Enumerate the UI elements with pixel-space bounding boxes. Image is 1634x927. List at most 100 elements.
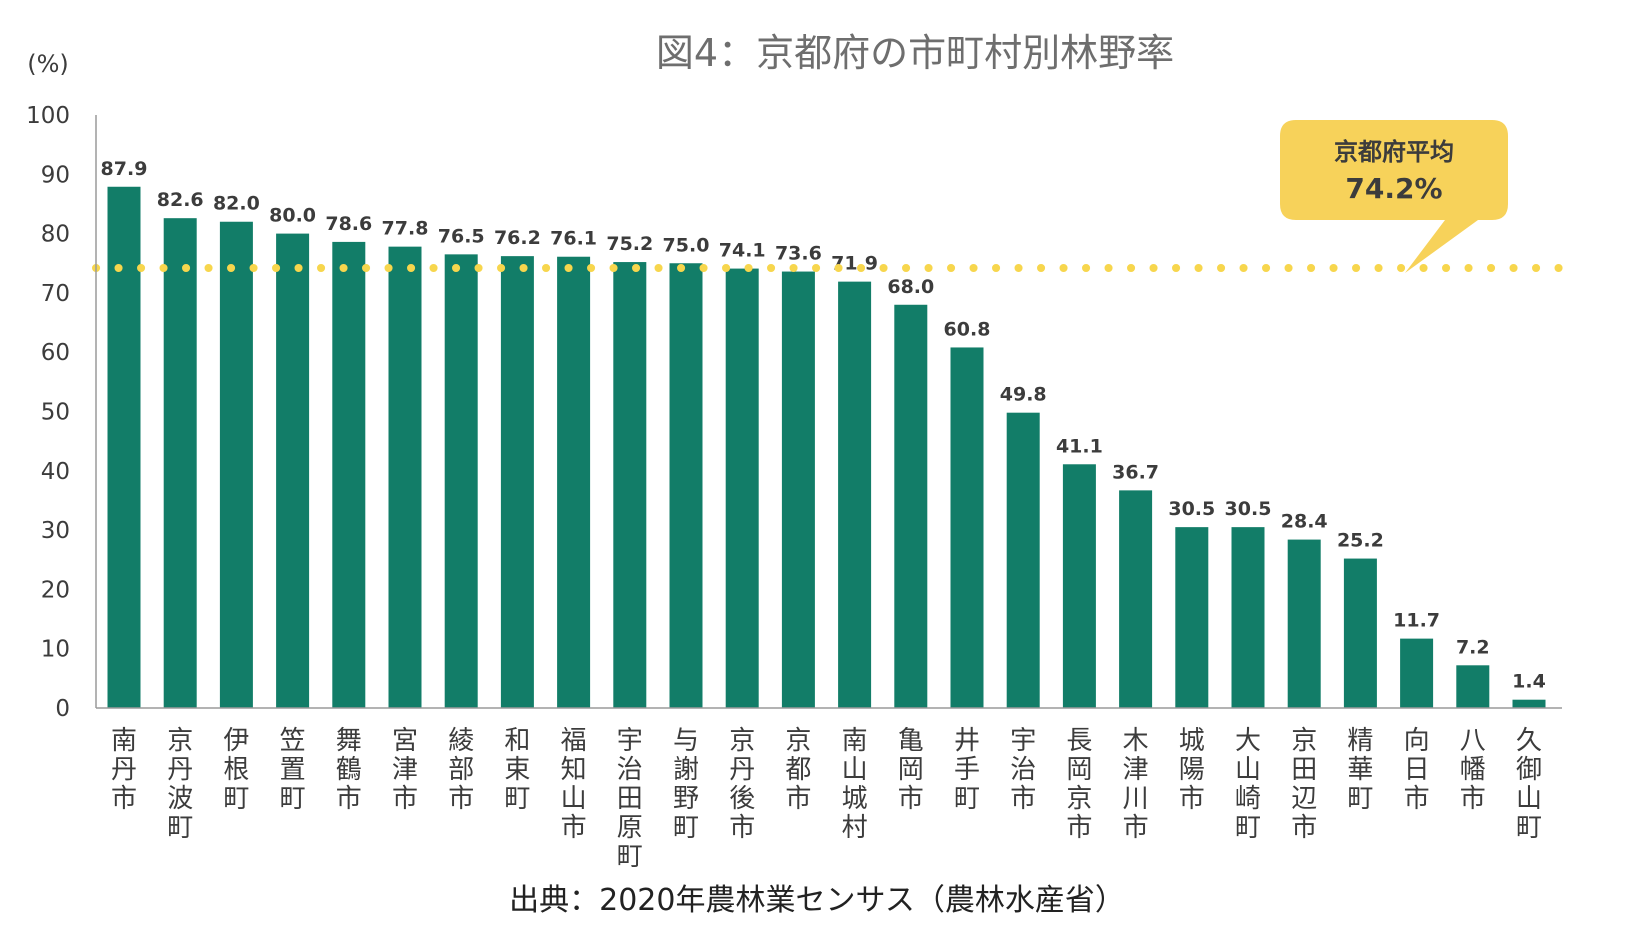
category-label-char: 幡 xyxy=(1460,755,1486,785)
value-label: 25.2 xyxy=(1337,530,1384,552)
value-label: 78.6 xyxy=(325,213,372,235)
category-label: 城陽市 xyxy=(1179,726,1205,814)
bar xyxy=(838,281,872,708)
category-label-char: 田 xyxy=(617,784,643,814)
category-label: 伊根町 xyxy=(223,726,249,814)
bar xyxy=(781,271,815,708)
category-label-char: 津 xyxy=(1123,755,1149,785)
category-label-char: 野 xyxy=(673,784,699,814)
bar xyxy=(219,221,253,709)
category-label-char: 伊 xyxy=(223,726,249,756)
value-label: 30.5 xyxy=(1225,498,1272,520)
category-label-char: 町 xyxy=(504,784,530,814)
category-label-char: 鶴 xyxy=(336,755,362,785)
value-label: 36.7 xyxy=(1112,461,1159,483)
category-label-char: 山 xyxy=(1235,755,1261,785)
category-label-char: 木 xyxy=(1123,726,1149,756)
category-label-char: 町 xyxy=(617,842,643,872)
category-label-char: 田 xyxy=(1291,755,1317,785)
category-label-char: 御 xyxy=(1516,755,1542,785)
category-label: 亀岡市 xyxy=(898,726,924,814)
bar xyxy=(276,233,310,708)
category-label-char: 波 xyxy=(167,784,193,814)
category-label: 精華町 xyxy=(1347,726,1373,814)
category-label: 和束町 xyxy=(504,726,530,814)
category-label-char: 川 xyxy=(1123,784,1149,814)
category-label-char: 舞 xyxy=(336,726,362,756)
category-label-char: 陽 xyxy=(1179,755,1205,785)
callout-value: 74.2% xyxy=(1345,172,1442,205)
category-label-char: 町 xyxy=(673,813,699,843)
category-label: 大山崎町 xyxy=(1235,726,1261,843)
category-label-char: 大 xyxy=(1235,726,1261,756)
category-label-char: 町 xyxy=(1235,813,1261,843)
y-axis-unit-label: (%) xyxy=(27,50,69,78)
category-label-char: 精 xyxy=(1347,726,1373,756)
category-label-char: 綾 xyxy=(448,726,474,756)
category-label-char: 市 xyxy=(448,784,474,814)
category-label-char: 向 xyxy=(1404,726,1430,756)
category-label-char: 謝 xyxy=(673,755,699,785)
category-label-char: 南 xyxy=(111,726,137,756)
value-label: 41.1 xyxy=(1056,435,1103,457)
bar xyxy=(1400,638,1434,708)
chart-title: 図4：京都府の市町村別林野率 xyxy=(656,31,1174,75)
category-label-char: 市 xyxy=(1123,813,1149,843)
bar xyxy=(557,256,591,708)
category-label-char: 八 xyxy=(1460,726,1486,756)
category-label-char: 町 xyxy=(223,784,249,814)
bars xyxy=(107,186,1546,709)
bar xyxy=(1287,539,1321,708)
category-label-char: 日 xyxy=(1404,755,1430,785)
bar xyxy=(669,263,703,708)
category-label: 宇治田原町 xyxy=(617,726,643,872)
y-tick-label: 0 xyxy=(55,696,70,722)
category-label-char: 辺 xyxy=(1291,784,1317,814)
category-label-char: 市 xyxy=(1291,813,1317,843)
category-label: 久御山町 xyxy=(1516,726,1542,843)
bar xyxy=(1175,527,1209,708)
category-label-char: 城 xyxy=(1179,726,1205,756)
category-label-char: 市 xyxy=(1066,813,1092,843)
category-label: 福知山市 xyxy=(561,726,587,843)
category-label: 宇治市 xyxy=(1010,726,1036,814)
category-label-char: 市 xyxy=(392,784,418,814)
category-label-char: 笠 xyxy=(280,726,306,756)
value-label: 7.2 xyxy=(1456,636,1490,658)
y-tick-label: 10 xyxy=(41,637,70,663)
category-label-char: 丹 xyxy=(167,755,193,785)
category-labels: 南丹市京丹波町伊根町笠置町舞鶴市宮津市綾部市和束町福知山市宇治田原町与謝野町京丹… xyxy=(111,726,1542,872)
y-tick-label: 20 xyxy=(41,577,70,603)
category-label-char: 市 xyxy=(785,784,811,814)
bar xyxy=(1119,490,1153,708)
value-label: 77.8 xyxy=(382,218,429,240)
category-label-char: 丹 xyxy=(729,755,755,785)
source-note: 出典：2020年農林業センサス（農林水産省） xyxy=(509,883,1125,918)
category-label-char: 市 xyxy=(898,784,924,814)
y-tick-label: 50 xyxy=(41,400,70,426)
category-label-char: 城 xyxy=(842,784,868,814)
bar xyxy=(444,254,478,709)
category-label-char: 山 xyxy=(1516,784,1542,814)
value-label: 74.1 xyxy=(719,240,766,262)
category-label-char: 手 xyxy=(954,755,980,785)
bar xyxy=(1062,464,1096,708)
category-label-char: 町 xyxy=(1516,813,1542,843)
category-label-char: 市 xyxy=(729,813,755,843)
category-label-char: 町 xyxy=(1347,784,1373,814)
value-label: 75.0 xyxy=(663,234,710,256)
bar xyxy=(894,304,928,708)
bar xyxy=(332,241,366,709)
bar xyxy=(950,347,984,708)
bar xyxy=(1456,665,1490,708)
category-label-char: 宇 xyxy=(617,726,643,756)
y-axis-ticks: 0 10 20 30 40 50 60 70 80 90 100 xyxy=(26,103,70,722)
y-tick-label: 80 xyxy=(41,222,70,248)
value-label: 71.9 xyxy=(831,253,878,275)
bar xyxy=(500,256,534,708)
category-label: 京田辺市 xyxy=(1291,726,1317,843)
category-label-char: 市 xyxy=(561,813,587,843)
category-label-char: 津 xyxy=(392,755,418,785)
category-label-char: 京 xyxy=(1291,726,1317,756)
average-callout: 京都府平均 74.2% xyxy=(1280,120,1508,273)
